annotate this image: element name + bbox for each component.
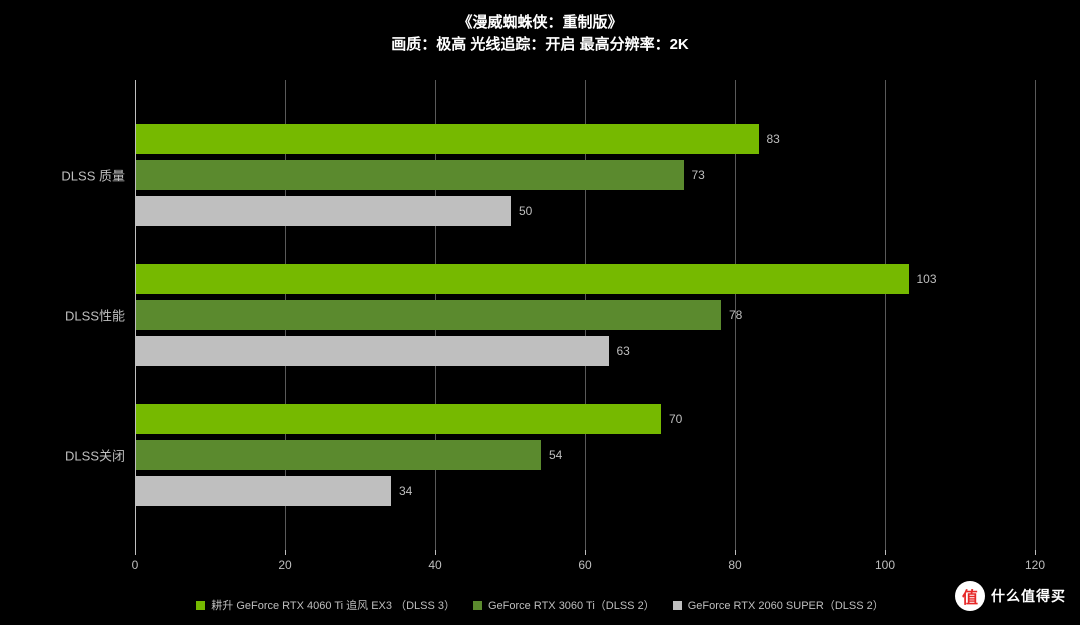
legend-swatch-icon [196,601,205,610]
bar: 83 [136,124,759,154]
x-tick [735,550,736,555]
legend-item: GeForce RTX 2060 SUPER（DLSS 2） [673,597,884,613]
bar: 50 [136,196,511,226]
bar-group: DLSS 质量837350 [135,124,1035,226]
x-tick [435,550,436,555]
plot-area: 020406080100120DLSS 质量837350DLSS性能103786… [135,80,1035,550]
bar-value-label: 54 [541,448,562,462]
category-label: DLSS关闭 [65,446,135,465]
legend-label: 耕升 GeForce RTX 4060 Ti 追风 EX3 （DLSS 3） [211,597,455,613]
legend-label: GeForce RTX 2060 SUPER（DLSS 2） [688,597,884,613]
gridline [1035,80,1036,550]
bar: 78 [136,300,721,330]
legend-swatch-icon [673,601,682,610]
x-tick [135,550,136,555]
x-tick-label: 20 [278,558,291,572]
bar-value-label: 70 [661,412,682,426]
watermark: 值 什么值得买 [955,581,1066,611]
bar-value-label: 63 [609,344,630,358]
x-tick [885,550,886,555]
bar-value-label: 83 [759,132,780,146]
x-tick-label: 0 [132,558,139,572]
title-line-1: 《漫威蜘蛛侠：重制版》 [0,12,1080,34]
x-tick [285,550,286,555]
x-tick-label: 100 [875,558,895,572]
watermark-badge-icon: 值 [955,581,985,611]
legend: 耕升 GeForce RTX 4060 Ti 追风 EX3 （DLSS 3） Ge… [0,597,1080,613]
bar-value-label: 103 [909,272,937,286]
bar-group: DLSS性能1037863 [135,264,1035,366]
category-label: DLSS性能 [65,306,135,325]
legend-label: GeForce RTX 3060 Ti（DLSS 2） [488,597,655,613]
chart-title: 《漫威蜘蛛侠：重制版》 画质：极高 光线追踪：开启 最高分辨率：2K [0,0,1080,56]
bar: 54 [136,440,541,470]
title-line-2: 画质：极高 光线追踪：开启 最高分辨率：2K [0,34,1080,56]
benchmark-chart: 《漫威蜘蛛侠：重制版》 画质：极高 光线追踪：开启 最高分辨率：2K 0 20 40… [0,0,1080,625]
bar: 103 [136,264,909,294]
bar-value-label: 34 [391,484,412,498]
bar-group: DLSS关闭705434 [135,404,1035,506]
legend-item: 耕升 GeForce RTX 4060 Ti 追风 EX3 （DLSS 3） [196,597,455,613]
x-tick-label: 60 [578,558,591,572]
bar: 63 [136,336,609,366]
legend-item: GeForce RTX 3060 Ti（DLSS 2） [473,597,655,613]
bar-value-label: 73 [684,168,705,182]
bar: 70 [136,404,661,434]
bar: 73 [136,160,684,190]
x-tick-label: 40 [428,558,441,572]
x-tick [1035,550,1036,555]
bar-value-label: 50 [511,204,532,218]
bar-value-label: 78 [721,308,742,322]
watermark-text: 什么值得买 [991,586,1066,606]
bar: 34 [136,476,391,506]
category-label: DLSS 质量 [61,166,135,185]
x-tick-label: 80 [728,558,741,572]
x-tick-label: 120 [1025,558,1045,572]
legend-swatch-icon [473,601,482,610]
x-tick [585,550,586,555]
